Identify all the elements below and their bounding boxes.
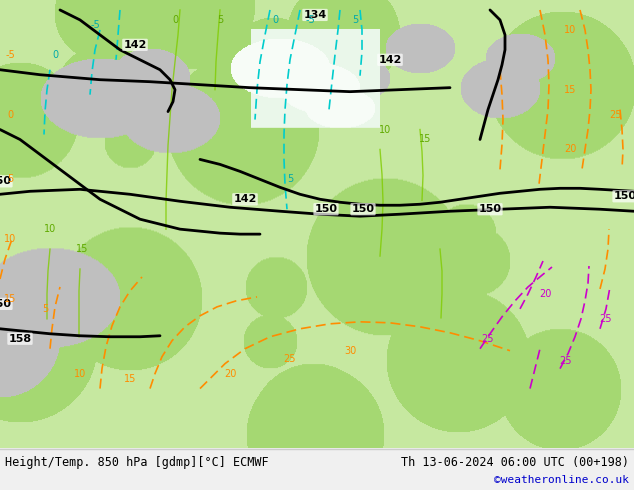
Text: 150: 150 <box>351 204 375 214</box>
Text: 150: 150 <box>614 191 634 201</box>
Text: 10: 10 <box>44 224 56 234</box>
Text: 5: 5 <box>287 174 293 184</box>
Text: 25: 25 <box>559 356 571 366</box>
Text: 0: 0 <box>7 110 13 120</box>
Text: Height/Temp. 850 hPa [gdmp][°C] ECMWF: Height/Temp. 850 hPa [gdmp][°C] ECMWF <box>5 456 269 469</box>
Text: 0: 0 <box>172 15 178 25</box>
Text: 20: 20 <box>564 145 576 154</box>
Text: 0: 0 <box>272 15 278 25</box>
Text: ©weatheronline.co.uk: ©weatheronline.co.uk <box>494 475 629 485</box>
Text: 5: 5 <box>42 304 48 314</box>
Text: 30: 30 <box>344 346 356 356</box>
Text: 5: 5 <box>217 15 223 25</box>
Text: 150: 150 <box>0 176 11 186</box>
Text: 158: 158 <box>8 334 32 344</box>
Text: 15: 15 <box>4 294 16 304</box>
Text: 142: 142 <box>123 40 146 50</box>
Text: 10: 10 <box>74 368 86 379</box>
Text: 25: 25 <box>598 314 611 324</box>
Text: 10: 10 <box>379 124 391 135</box>
Text: 5: 5 <box>7 174 13 184</box>
Text: 25: 25 <box>609 110 621 120</box>
Text: 142: 142 <box>378 55 402 65</box>
Text: 20: 20 <box>224 368 236 379</box>
Text: 15: 15 <box>76 244 88 254</box>
Text: 0: 0 <box>52 50 58 60</box>
Text: 150: 150 <box>314 204 337 214</box>
Text: 25: 25 <box>284 354 296 364</box>
Text: 150: 150 <box>479 204 501 214</box>
Text: 20: 20 <box>539 289 551 299</box>
Text: 15: 15 <box>419 134 431 145</box>
Text: -5: -5 <box>90 20 100 30</box>
Text: 5: 5 <box>352 15 358 25</box>
Text: Th 13-06-2024 06:00 UTC (00+198): Th 13-06-2024 06:00 UTC (00+198) <box>401 456 629 469</box>
Text: 142: 142 <box>233 194 257 204</box>
Text: -5: -5 <box>5 50 15 60</box>
Text: 15: 15 <box>124 373 136 384</box>
Text: 25: 25 <box>482 334 495 344</box>
Text: 10: 10 <box>564 25 576 35</box>
Text: 134: 134 <box>304 10 327 20</box>
Text: 15: 15 <box>564 85 576 95</box>
Text: -5: -5 <box>305 15 315 25</box>
Text: 10: 10 <box>4 234 16 244</box>
Text: 150: 150 <box>0 299 11 309</box>
